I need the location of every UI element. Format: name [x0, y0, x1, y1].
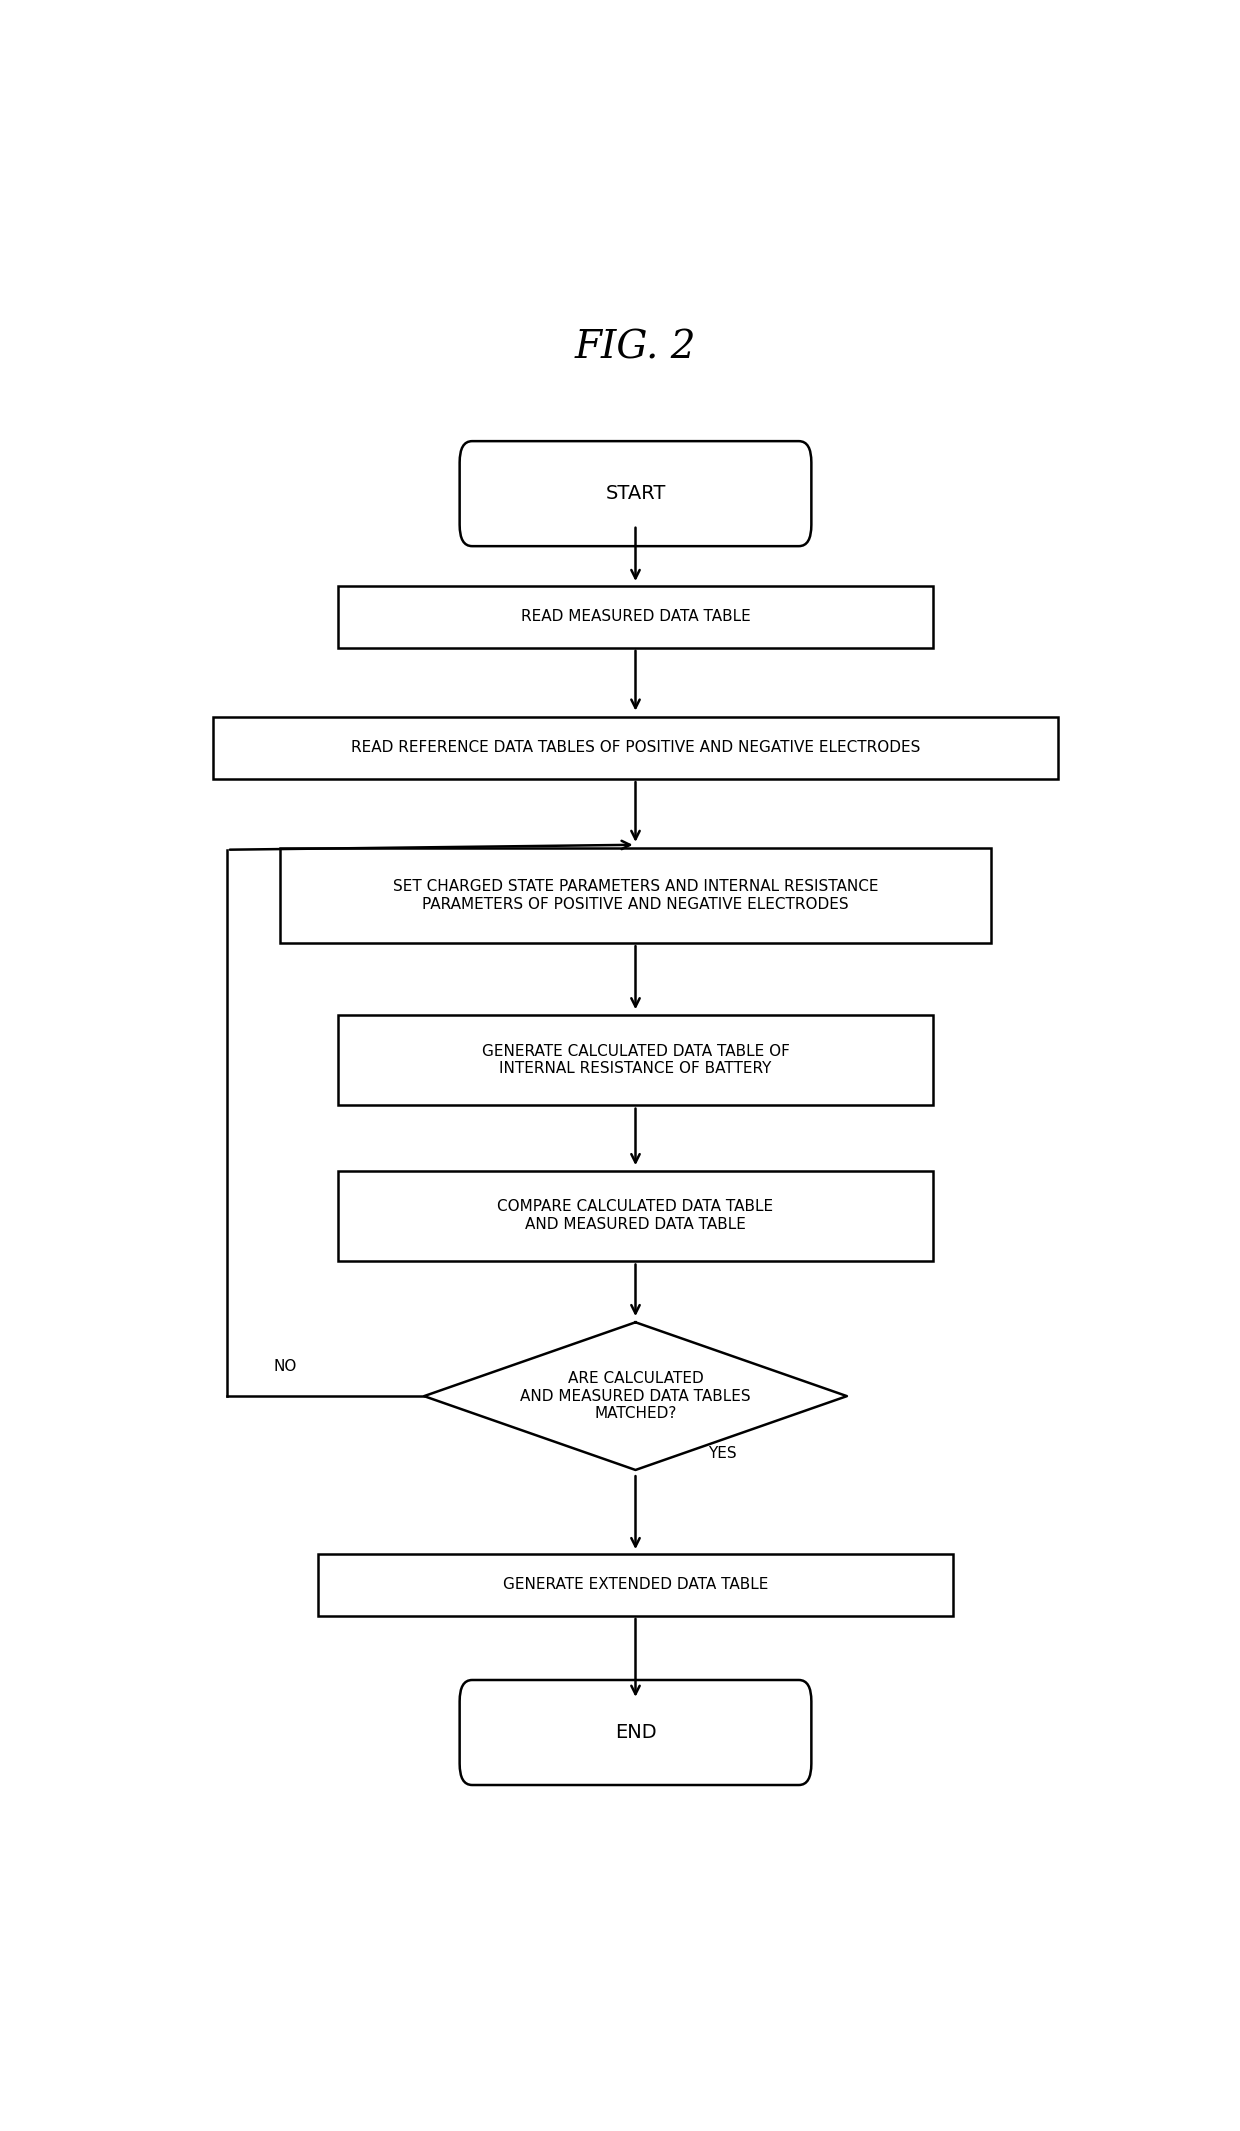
Text: END: END [615, 1724, 656, 1741]
Bar [319, 1553, 952, 1615]
Text: GENERATE EXTENDED DATA TABLE: GENERATE EXTENDED DATA TABLE [502, 1577, 769, 1592]
Bar [337, 1014, 934, 1104]
Bar [337, 586, 934, 648]
Text: READ MEASURED DATA TABLE: READ MEASURED DATA TABLE [521, 609, 750, 624]
Text: START: START [605, 484, 666, 503]
Text: SET CHARGED STATE PARAMETERS AND INTERNAL RESISTANCE
PARAMETERS OF POSITIVE AND : SET CHARGED STATE PARAMETERS AND INTERNA… [393, 880, 878, 912]
Text: NO: NO [273, 1360, 296, 1374]
Text: FIG. 2: FIG. 2 [575, 328, 696, 367]
FancyBboxPatch shape [460, 1679, 811, 1786]
Text: GENERATE CALCULATED DATA TABLE OF
INTERNAL RESISTANCE OF BATTERY: GENERATE CALCULATED DATA TABLE OF INTERN… [481, 1044, 790, 1076]
Bar [213, 716, 1058, 780]
Bar [280, 848, 991, 944]
FancyBboxPatch shape [460, 441, 811, 546]
Text: COMPARE CALCULATED DATA TABLE
AND MEASURED DATA TABLE: COMPARE CALCULATED DATA TABLE AND MEASUR… [497, 1200, 774, 1232]
Text: ARE CALCULATED
AND MEASURED DATA TABLES
MATCHED?: ARE CALCULATED AND MEASURED DATA TABLES … [521, 1370, 750, 1421]
Text: READ REFERENCE DATA TABLES OF POSITIVE AND NEGATIVE ELECTRODES: READ REFERENCE DATA TABLES OF POSITIVE A… [351, 739, 920, 757]
Bar [337, 1170, 934, 1262]
Text: YES: YES [708, 1447, 737, 1462]
